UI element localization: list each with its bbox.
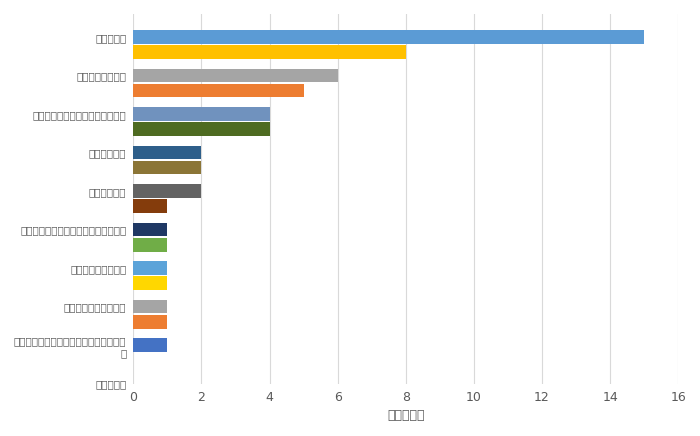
Bar — [133, 84, 304, 97]
Bar — [133, 68, 337, 82]
Bar — [133, 199, 167, 213]
Bar — [133, 238, 167, 252]
Bar — [133, 276, 167, 290]
Bar — [133, 315, 167, 329]
Bar — [133, 261, 167, 275]
Bar — [133, 122, 270, 136]
Bar — [133, 45, 406, 59]
Bar — [133, 300, 167, 313]
Bar — [133, 161, 202, 174]
Bar — [133, 184, 202, 198]
Bar — [133, 223, 167, 236]
Bar — [133, 30, 644, 44]
Bar — [133, 338, 167, 352]
X-axis label: （回答数）: （回答数） — [387, 409, 424, 422]
Bar — [133, 146, 202, 159]
Bar — [133, 107, 270, 121]
